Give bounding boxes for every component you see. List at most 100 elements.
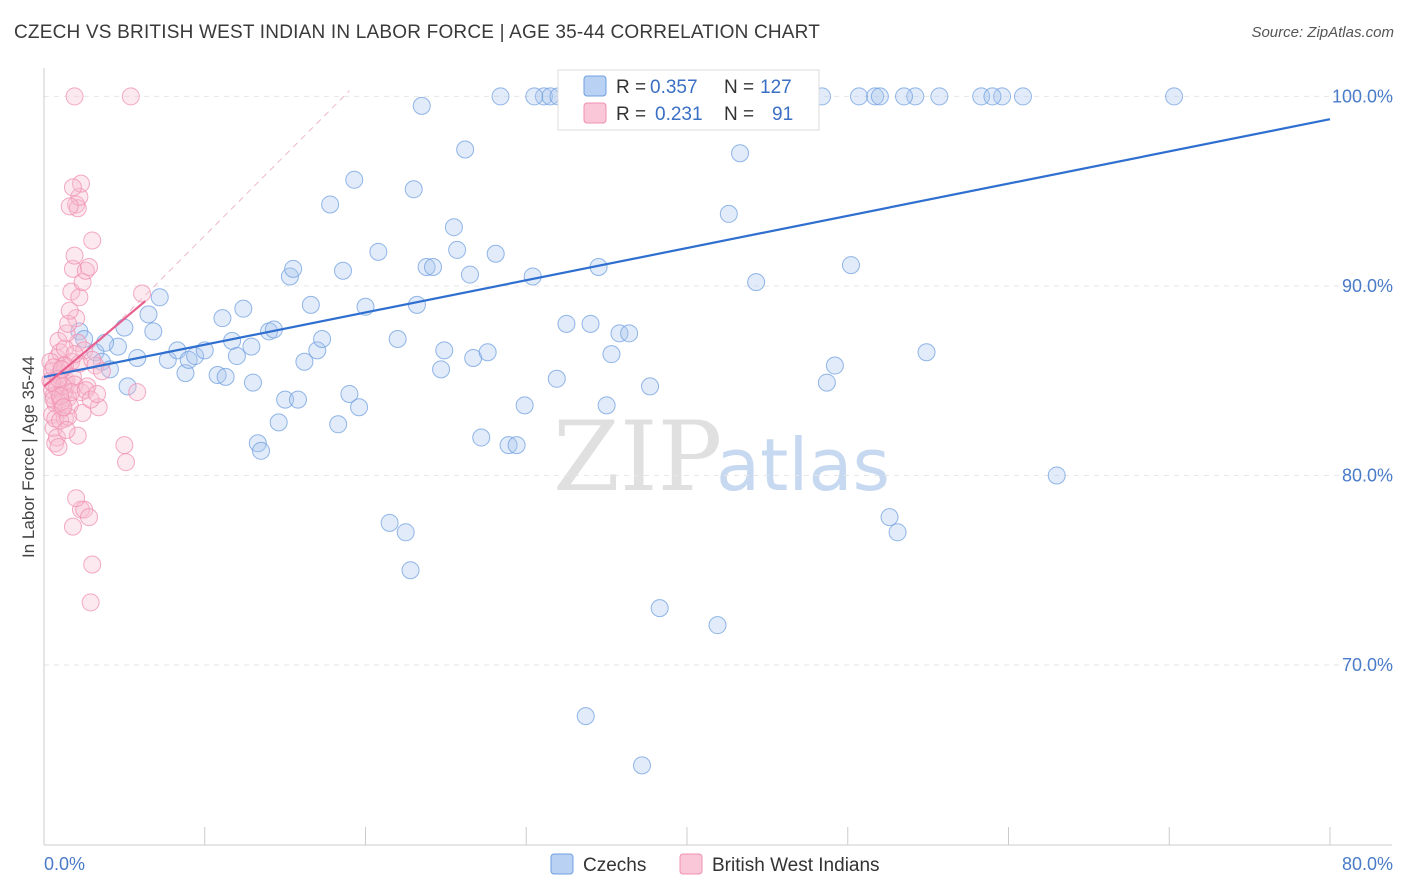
british-west-indians-point (133, 284, 152, 303)
czechs-point (144, 322, 163, 341)
y-tick-label: 100.0% (1332, 86, 1393, 106)
british-west-indians-point (76, 381, 95, 400)
czechs-point (243, 373, 262, 392)
czechs-point (866, 87, 885, 106)
czechs-point (288, 390, 307, 409)
x-tick-label: 0.0% (44, 854, 85, 874)
czechs-point (525, 87, 544, 106)
british-west-indians-point (59, 407, 78, 426)
british-west-indians-point (54, 398, 73, 417)
czechs-point (456, 140, 475, 159)
british-west-indians-point (67, 489, 86, 508)
czechs-point (515, 396, 534, 415)
x-tick-labels: 0.0% 80.0% (44, 854, 1393, 874)
stats-blue-n-label: N = (724, 77, 754, 98)
czechs-point (407, 295, 426, 314)
x-ticks (204, 827, 1331, 845)
czechs-point (115, 318, 134, 337)
watermark-zip: ZIP (553, 401, 722, 513)
czechs-point (432, 360, 451, 379)
british-west-indians-point (128, 383, 147, 402)
british-west-indians-point (70, 187, 89, 206)
czechs-point (597, 396, 616, 415)
czechs-point (917, 343, 936, 362)
czechs-point (650, 599, 669, 618)
czechs-point (216, 367, 235, 386)
czechs-point (333, 261, 352, 280)
czechs-point (523, 267, 542, 286)
british-west-indians-point (62, 383, 81, 402)
czechs-point (242, 337, 261, 356)
czechs-point (888, 523, 907, 542)
czechs-point (213, 309, 232, 328)
british-west-indians-trend-line (43, 300, 146, 388)
czechs-point (424, 257, 443, 276)
czechs-trend-line (43, 118, 1331, 378)
czechs-point (150, 288, 169, 307)
british-west-indians-point (80, 257, 99, 276)
czechs-point (96, 333, 115, 352)
czechs-point (321, 195, 340, 214)
czechs-point (435, 341, 454, 360)
legend-british-west-indians-swatch (679, 853, 703, 875)
czechs-point (478, 343, 497, 362)
legend: Czechs British West Indians (550, 853, 880, 876)
british-west-indians-point (57, 420, 76, 439)
trend-lines (43, 118, 1331, 388)
czechs-point (930, 87, 949, 106)
stats-blue-swatch (583, 75, 607, 97)
czechs-point (576, 707, 595, 726)
british-west-indians-point (57, 324, 76, 343)
british-west-indians-point (49, 438, 68, 457)
british-west-indians-point (65, 246, 84, 265)
british-west-indians-point (63, 517, 82, 536)
czechs-point (870, 87, 889, 106)
british-west-indians-point (83, 555, 102, 574)
czechs-point (388, 330, 407, 349)
czechs-point (269, 413, 288, 432)
czechs-point (139, 305, 158, 324)
czechs-point (581, 314, 600, 333)
czechs-point (472, 428, 491, 447)
british-west-indians-points (41, 87, 152, 612)
czechs-point (417, 257, 436, 276)
czechs-point (234, 299, 253, 318)
czechs-point (460, 265, 479, 284)
czechs-point (448, 240, 467, 259)
czechs-point (118, 377, 137, 396)
stats-box: R = 0.357 N = 127 R = 0.231 N = 91 (557, 69, 820, 131)
british-west-indians-point (88, 384, 107, 403)
british-west-indians-point (121, 87, 140, 106)
czechs-point (880, 508, 899, 527)
british-west-indians-point (83, 231, 102, 250)
czechs-point (547, 369, 566, 388)
czechs-point (345, 170, 364, 189)
axes (43, 68, 1392, 846)
british-west-indians-point (73, 403, 92, 422)
czechs-point (396, 523, 415, 542)
czechs-point (719, 204, 738, 223)
czechs-point (1013, 87, 1032, 106)
legend-czechs-swatch (550, 853, 574, 875)
british-west-indians-point (60, 301, 79, 320)
czechs-point (227, 347, 246, 366)
legend-british-west-indians-label: British West Indians (712, 855, 880, 876)
stats-pink-r-value: 0.231 (655, 104, 703, 125)
stats-blue-n-value: 127 (760, 77, 792, 98)
czechs-point (252, 441, 271, 460)
y-axis-label: In Labor Force | Age 35-44 (19, 356, 38, 558)
czechs-point (284, 259, 303, 278)
x-tick-label: 80.0% (1342, 854, 1393, 874)
british-west-indians-point (68, 426, 87, 445)
czechs-point (486, 244, 505, 263)
y-tick-label: 90.0% (1342, 276, 1393, 296)
czechs-point (412, 96, 431, 115)
british-west-indians-point (65, 87, 84, 106)
czechs-point (641, 377, 660, 396)
british-west-indians-point (59, 314, 78, 333)
stats-pink-r-label: R = (616, 104, 646, 125)
british-west-indians-point (115, 436, 134, 455)
british-west-indians-point (80, 508, 99, 527)
watermark-atlas: atlas (716, 423, 890, 507)
czechs-point (747, 273, 766, 292)
